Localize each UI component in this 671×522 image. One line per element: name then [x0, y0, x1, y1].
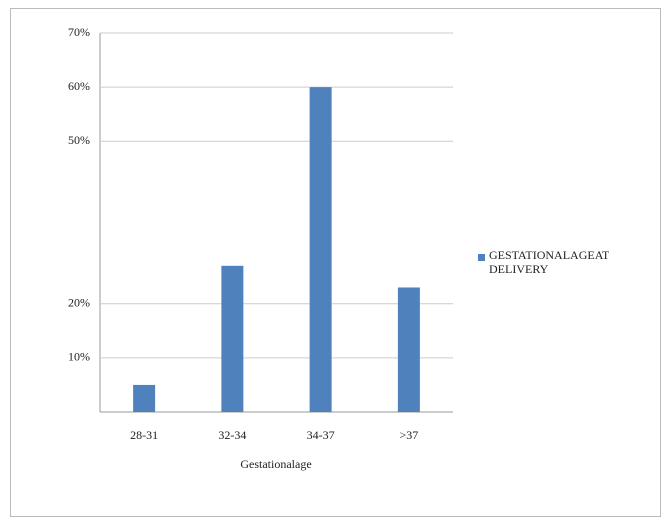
legend-swatch [478, 254, 485, 261]
bar [397, 287, 420, 412]
x-tick-label: 28-31 [130, 428, 158, 442]
y-tick-label: 60% [68, 79, 90, 93]
legend-label: GESTATIONALAGEAT DELIVERY [489, 248, 609, 276]
x-tick-label: 32-34 [218, 428, 246, 442]
y-tick-label: 20% [68, 295, 90, 309]
y-tick-label: 10% [68, 350, 90, 364]
bar [221, 265, 244, 412]
chart-frame [10, 8, 661, 517]
x-tick-label: >37 [399, 428, 418, 442]
y-tick-label: 50% [68, 133, 90, 147]
x-axis-label: Gestationalage [240, 457, 311, 471]
bar [309, 87, 332, 413]
y-tick-label: 70% [68, 25, 90, 39]
legend-entry: GESTATIONALAGEAT DELIVERY [489, 248, 609, 276]
bar [133, 384, 156, 412]
x-tick-label: 34-37 [307, 428, 335, 442]
